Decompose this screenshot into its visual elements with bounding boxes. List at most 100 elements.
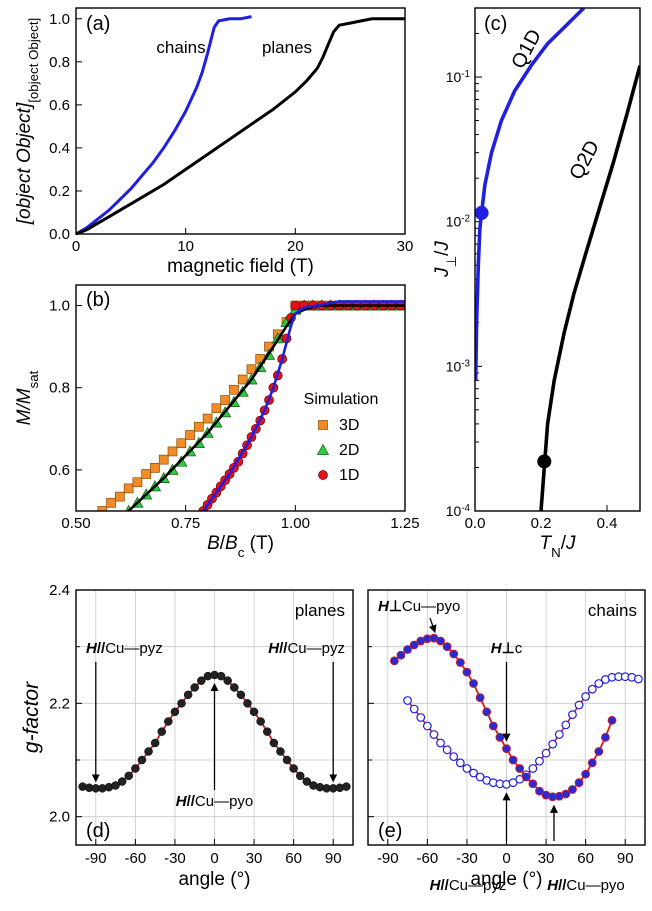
x-tick-label: 0.0 <box>465 515 486 532</box>
point-3D <box>167 446 178 457</box>
data-point-filled <box>568 785 577 794</box>
data-point-open <box>554 730 564 739</box>
legend-marker-2D <box>316 443 330 455</box>
data-point-filled <box>462 667 472 677</box>
point-3D <box>115 491 125 502</box>
plot-frame <box>474 7 641 512</box>
point-3D <box>229 384 239 395</box>
x-axis-label: B/Bc (T) <box>207 533 274 560</box>
data-point-open <box>535 756 544 766</box>
legend-title: Simulation <box>304 391 379 408</box>
plot-frame <box>367 589 646 846</box>
x-axis-label: TN/J <box>540 533 577 560</box>
data-point-open <box>442 745 452 755</box>
x-tick-label: 0 <box>72 238 80 255</box>
point-3D <box>158 454 169 465</box>
point-3D <box>237 374 248 385</box>
x-tick-label: 1.25 <box>390 515 419 532</box>
panel-e: -90 -60 -30 0 30 60 90 angle (°) H⊥Cu—pyo H⊥c H//C… <box>367 589 646 894</box>
data-point <box>183 690 193 700</box>
data-point <box>249 707 259 717</box>
point-3D <box>220 395 230 405</box>
x-tick-label: -90 <box>85 850 107 867</box>
curve-chains <box>202 300 405 511</box>
data-point-open <box>455 758 465 768</box>
data-point-filled <box>594 747 604 756</box>
corner-label: planes <box>295 601 345 620</box>
y-tick-label: 0.2 <box>49 183 70 200</box>
annotation-label: H//Cu—pyo <box>547 877 625 894</box>
corner-label: chains <box>588 601 637 620</box>
point-3D <box>141 469 152 479</box>
y-tick-label: 10-4 <box>446 503 471 520</box>
data-point-filled <box>482 707 492 717</box>
series-label-Q1D: Q1D <box>507 26 546 73</box>
panel-label: (e) <box>378 820 402 842</box>
data-point-filled <box>449 649 459 659</box>
data-point <box>131 764 140 773</box>
series-label-chains: chains <box>156 38 205 57</box>
panel-label: (b) <box>86 289 110 311</box>
y-axis-label: [object Object][object Object] <box>14 18 41 225</box>
y-tick-label: 10-3 <box>446 358 471 375</box>
data-point-filled <box>561 789 571 799</box>
plot-frame <box>75 589 354 846</box>
x-axis-label: magnetic field (T) <box>167 256 314 277</box>
point-3D <box>176 438 187 449</box>
y-tick-label: 2.2 <box>49 695 70 712</box>
annotation-label: H//Cu—pyz <box>268 640 345 657</box>
x-tick-label: 0 <box>502 850 510 867</box>
data-point-open <box>634 674 643 684</box>
data-point-filled <box>396 650 406 660</box>
x-tick-label: 60 <box>577 850 594 867</box>
panel-b: 0.6 0.8 1.0 0.50 0.75 1.00 1.25 (b) Simulation 3D… <box>14 284 420 560</box>
data-point-filled <box>488 721 498 731</box>
annotation-label: H//Cu—pyo <box>176 793 254 810</box>
data-point-filled <box>455 658 465 667</box>
point-3D <box>246 364 257 375</box>
data-point-filled <box>515 764 525 773</box>
x-tick-label: -60 <box>125 850 147 867</box>
data-point <box>295 771 305 781</box>
data-point-open <box>469 768 478 778</box>
series-label-planes: planes <box>262 38 312 57</box>
data-point-open <box>416 713 426 722</box>
annotation-arrow <box>428 617 437 634</box>
data-point <box>197 676 206 685</box>
x-axis-label: angle (°) <box>470 869 542 890</box>
point-3D <box>132 477 143 488</box>
panel-label: (a) <box>86 13 110 35</box>
data-point-filled <box>502 744 511 754</box>
x-tick-label: 0.75 <box>171 515 200 532</box>
point-3D <box>150 463 160 473</box>
series-Q1D-marker <box>475 205 489 220</box>
data-point-filled <box>574 778 584 788</box>
legend-marker-1D <box>318 470 328 480</box>
data-point <box>124 771 134 781</box>
data-point <box>190 683 199 692</box>
series-planes-line <box>75 17 405 236</box>
data-point-filled <box>528 779 538 789</box>
x-tick-label: 30 <box>538 850 555 867</box>
y-tick-label: 0.8 <box>49 380 70 397</box>
data-point-open <box>528 764 538 773</box>
data-point <box>230 683 239 692</box>
data-point-filled <box>475 693 485 703</box>
series-Q1D-line <box>475 8 586 381</box>
x-tick-label: 0 <box>210 850 218 867</box>
data-point-open <box>587 684 597 694</box>
y-axis-label: M/Msat <box>14 370 41 425</box>
data-point <box>170 707 180 717</box>
series-Q2D-marker <box>537 454 552 469</box>
data-point <box>236 690 246 700</box>
y-tick-label: 1.0 <box>49 11 70 28</box>
series-label-Q2D: Q2D <box>565 137 604 184</box>
data-point-open <box>475 772 485 782</box>
annotation-label: H//Cu—pyz <box>86 640 163 657</box>
data-point-open <box>422 721 432 731</box>
data-point-open <box>541 748 551 758</box>
panel-d: -90 -60 -30 0 30 60 90 2.0 2.2 2.4 angle (°) H//Cu—… <box>20 582 354 890</box>
point-3D <box>211 403 222 414</box>
data-point <box>164 717 173 726</box>
